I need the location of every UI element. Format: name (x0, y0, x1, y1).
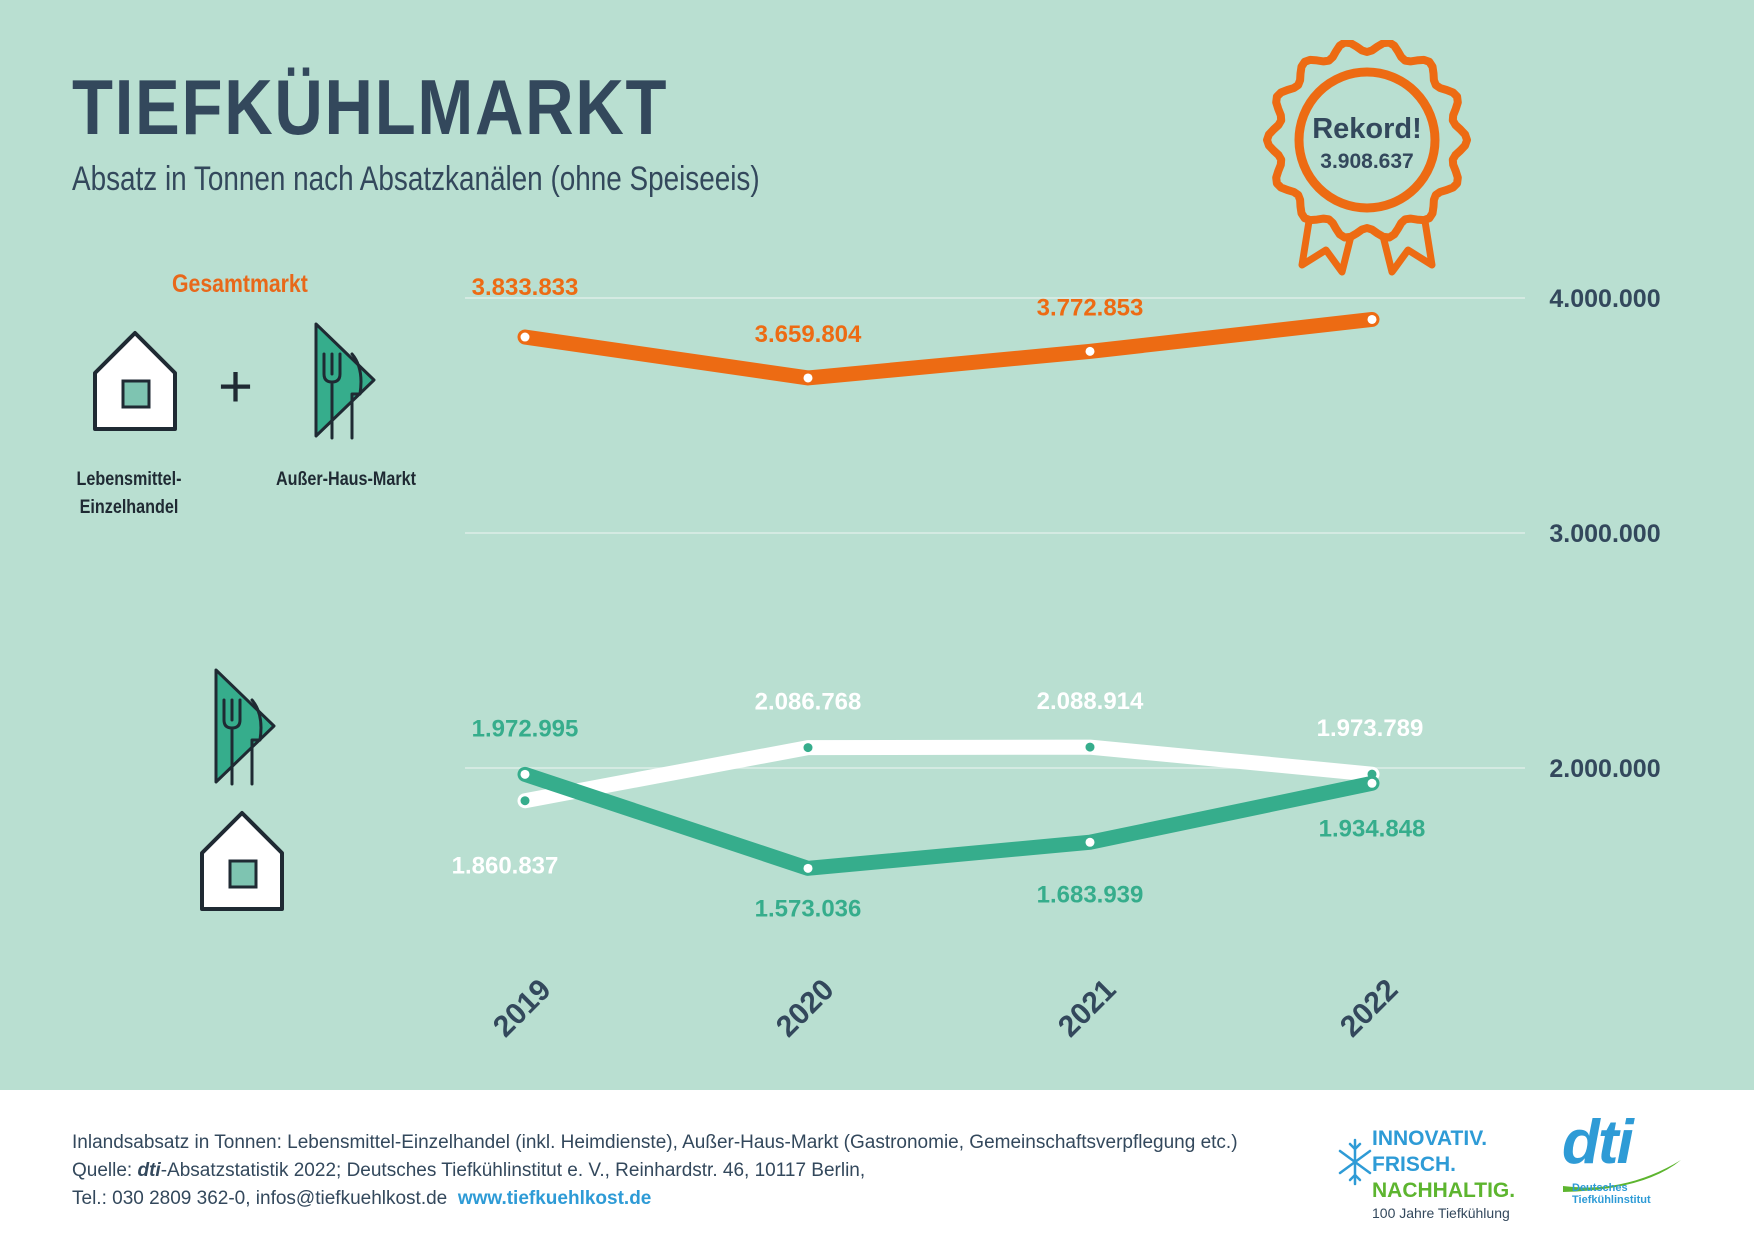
y-tick-label: 4.000.000 (1549, 285, 1660, 313)
data-point (1085, 742, 1095, 752)
legend-label-retail: Lebensmittel- Einzelhandel (76, 469, 182, 518)
badge-title: Rekord! (1312, 113, 1422, 145)
data-point (1085, 346, 1095, 356)
data-point (803, 863, 813, 873)
snowflake-icon (1338, 1138, 1372, 1186)
data-label: 3.833.833 (472, 274, 579, 301)
series-line (517, 766, 1380, 876)
cutlery-napkin-icon (314, 322, 376, 440)
data-label: 3.772.853 (1037, 294, 1144, 321)
record-badge: Rekord! 3.908.637 (1263, 40, 1471, 276)
cutlery-napkin-icon (214, 668, 276, 786)
footer-contact: Tel.: 030 2809 362-0, infos@tiefkuehlkos… (72, 1188, 652, 1209)
legend-label-foodservice: Außer-Haus-Markt (275, 469, 416, 490)
data-label: 1.573.036 (755, 895, 862, 922)
data-point (803, 373, 813, 383)
data-point (803, 743, 813, 753)
data-label: 1.972.995 (472, 715, 579, 742)
y-tick-label: 3.000.000 (1549, 520, 1660, 548)
data-label: 2.086.768 (755, 689, 862, 716)
data-label: 1.973.789 (1317, 715, 1424, 742)
page-subtitle: Absatz in Tonnen nach Absatzkanälen (ohn… (72, 160, 760, 198)
data-point (520, 769, 530, 779)
data-point (1367, 314, 1377, 324)
x-tick-label: 2020 (770, 973, 841, 1044)
house-icon (200, 811, 284, 911)
data-label: 2.088.914 (1037, 688, 1144, 715)
page-title: TIEFKÜHLMARKT (72, 63, 669, 151)
data-point (520, 796, 530, 806)
x-tick-label: 2019 (487, 973, 558, 1044)
line-chart: 2.000.000 3.000.000 4.000.000 2019 2020 2021 2… (452, 274, 1661, 1044)
slogan-logo: INNOVATIV. FRISCH. NACHHALTIG. 100 Jahre… (1372, 1127, 1516, 1221)
series-line (517, 311, 1380, 386)
house-icon (93, 331, 177, 431)
dti-swoosh (1563, 1160, 1681, 1192)
data-point (1367, 778, 1377, 788)
badge-value: 3.908.637 (1320, 150, 1413, 173)
dti-logo: dti (1562, 1108, 1634, 1177)
footer-source: Quelle: dti-Absatzstatistik 2022; Deutsc… (72, 1160, 866, 1181)
footer-note: Inlandsabsatz in Tonnen: Lebensmittel-Ei… (72, 1132, 1238, 1153)
data-point (520, 332, 530, 342)
y-tick-label: 2.000.000 (1549, 755, 1660, 783)
series-line (517, 739, 1380, 809)
data-label: 1.683.939 (1037, 881, 1144, 908)
data-label: 3.659.804 (755, 321, 862, 348)
data-label: 1.860.837 (452, 853, 559, 880)
data-label: 1.934.848 (1319, 815, 1426, 842)
website-link[interactable]: www.tiefkuehlkost.de (457, 1188, 652, 1209)
plus-sign: + (218, 353, 254, 420)
footer: Inlandsabsatz in Tonnen: Lebensmittel-Ei… (0, 1090, 1754, 1240)
x-tick-label: 2022 (1334, 973, 1405, 1044)
legend-title-gesamtmarkt: Gesamtmarkt (172, 270, 308, 298)
dti-logo-subtitle: Deutsches Tiefkühlinstitut (1572, 1182, 1651, 1206)
data-point (1085, 837, 1095, 847)
x-tick-label: 2021 (1052, 973, 1123, 1044)
